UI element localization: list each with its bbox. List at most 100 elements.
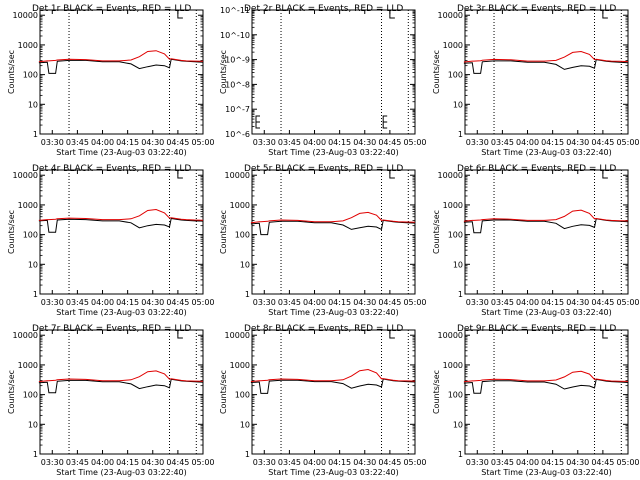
y-tick-label: 10 <box>453 260 463 269</box>
x-tick-label: 03:30 <box>41 458 64 467</box>
events-series-line <box>463 59 629 74</box>
x-tick-label: 03:30 <box>41 138 64 147</box>
time-bracket-marker <box>177 11 183 19</box>
time-bracket-marker <box>389 11 395 19</box>
x-tick-label: 03:30 <box>41 298 64 307</box>
y-tick-label: 100 <box>235 231 250 240</box>
y-tick-label: 1 <box>245 290 250 299</box>
x-tick-label: 03:45 <box>66 138 89 147</box>
y-tick-label: 1000 <box>18 361 38 370</box>
plot-frame <box>251 329 416 455</box>
x-tick-label: 04:30 <box>566 298 589 307</box>
x-tick-label: 04:45 <box>378 458 401 467</box>
y-tick-label: 1 <box>33 450 38 459</box>
x-tick-label: 04:30 <box>353 298 376 307</box>
x-axis-label: Start Time (23-Aug-03 03:22:40) <box>481 148 612 157</box>
x-axis-label: Start Time (23-Aug-03 03:22:40) <box>481 308 612 317</box>
x-tick-label: 04:15 <box>116 138 139 147</box>
y-tick-label: 100 <box>235 391 250 400</box>
chart-title: Det 9r BLACK = Events, RED = LLD <box>457 324 616 334</box>
x-tick-label: 04:00 <box>516 138 539 147</box>
y-tick-label: 1 <box>245 450 250 459</box>
x-tick-label: 04:30 <box>141 138 164 147</box>
x-tick-label: 03:45 <box>278 138 301 147</box>
chart-title: Det 3r BLACK = Events, RED = LLD <box>457 4 616 14</box>
chart-panel-4: Det 4r BLACK = Events, RED = LLD 03:30 03:… <box>7 164 215 317</box>
y-axis-label: Counts/sec <box>432 210 441 254</box>
y-tick-label: 100 <box>448 231 463 240</box>
plot-frame <box>39 9 204 135</box>
x-tick-label: 04:00 <box>303 138 326 147</box>
lld-series-line <box>463 209 629 222</box>
x-tick-label: 04:15 <box>116 458 139 467</box>
chart-title: Det 8r BLACK = Events, RED = LLD <box>244 324 403 334</box>
chart-panel-6: Det 6r BLACK = Events, RED = LLD 03:30 03:… <box>432 164 640 317</box>
time-bracket-marker <box>602 11 608 19</box>
y-axis-label: Counts/sec <box>7 370 16 414</box>
lld-series-line <box>250 211 416 224</box>
x-tick-label: 03:45 <box>278 458 301 467</box>
events-series-line <box>463 378 629 394</box>
x-tick-label: 04:45 <box>591 298 614 307</box>
y-tick-label: 1 <box>458 450 463 459</box>
x-tick-label: 03:45 <box>66 298 89 307</box>
saturation-bracket <box>382 115 388 129</box>
x-tick-label: 03:30 <box>253 138 276 147</box>
y-axis-label: Counts/sec <box>432 370 441 414</box>
x-tick-label: 04:15 <box>116 298 139 307</box>
x-tick-label: 04:15 <box>328 138 351 147</box>
x-tick-label: 03:45 <box>66 458 89 467</box>
chart-panel-2: Det 2r BLACK = Events, RED = LLD 03:30 03:… <box>219 4 427 157</box>
chart-panel-7: Det 7r BLACK = Events, RED = LLD 03:30 03:… <box>7 324 215 477</box>
x-tick-label: 04:45 <box>378 138 401 147</box>
lld-series-line <box>250 368 416 383</box>
x-tick-label: 04:30 <box>353 458 376 467</box>
y-tick-label: 1 <box>458 290 463 299</box>
x-tick-label: 03:45 <box>491 458 514 467</box>
lld-series-line <box>38 50 204 63</box>
x-tick-label: 03:30 <box>466 298 489 307</box>
x-tick-label: 04:00 <box>303 458 326 467</box>
y-axis-label: Counts/sec <box>219 50 228 94</box>
x-tick-label: 04:00 <box>516 298 539 307</box>
x-tick-label: 03:45 <box>491 298 514 307</box>
plot-frame <box>464 329 629 455</box>
x-tick-label: 04:30 <box>141 298 164 307</box>
x-tick-label: 04:15 <box>541 138 564 147</box>
chart-panel-5: Det 5r BLACK = Events, RED = LLD 03:30 03:… <box>219 164 427 317</box>
x-tick-label: 04:15 <box>541 458 564 467</box>
y-tick-label: 10000 <box>13 331 38 340</box>
y-tick-label: 1000 <box>230 201 250 210</box>
x-tick-label: 03:30 <box>466 138 489 147</box>
x-tick-label: 04:30 <box>566 458 589 467</box>
x-tick-label: 04:45 <box>378 298 401 307</box>
x-tick-label: 05:00 <box>403 298 426 307</box>
x-tick-label: 04:45 <box>166 298 189 307</box>
chart-panel-8: Det 8r BLACK = Events, RED = LLD 03:30 03:… <box>219 324 427 477</box>
x-tick-label: 04:30 <box>566 138 589 147</box>
x-tick-label: 03:30 <box>466 458 489 467</box>
events-series-line <box>38 217 204 233</box>
events-series-line <box>463 218 629 234</box>
y-tick-label: 10000 <box>225 171 250 180</box>
y-tick-label: 10 <box>240 420 250 429</box>
chart-title: Det 1r BLACK = Events, RED = LLD <box>32 4 191 14</box>
y-tick-label: 1 <box>458 130 463 139</box>
x-tick-label: 04:00 <box>303 298 326 307</box>
time-bracket-marker <box>602 171 608 179</box>
y-tick-label: 10^-6 <box>225 130 250 139</box>
y-axis-label: Counts/sec <box>7 210 16 254</box>
x-tick-label: 04:15 <box>328 298 351 307</box>
y-tick-label: 100 <box>23 71 38 80</box>
lld-series-line <box>38 370 204 383</box>
x-axis-label: Start Time (23-Aug-03 03:22:40) <box>268 468 399 477</box>
x-tick-label: 03:30 <box>253 458 276 467</box>
y-tick-label: 10 <box>453 420 463 429</box>
y-tick-label: 10 <box>28 260 38 269</box>
y-tick-label: 10^-9 <box>225 56 250 65</box>
chart-title: Det 6r BLACK = Events, RED = LLD <box>457 164 616 174</box>
y-tick-label: 10000 <box>225 331 250 340</box>
x-tick-label: 05:00 <box>616 298 639 307</box>
events-series-line <box>38 58 204 74</box>
x-tick-label: 05:00 <box>191 458 214 467</box>
